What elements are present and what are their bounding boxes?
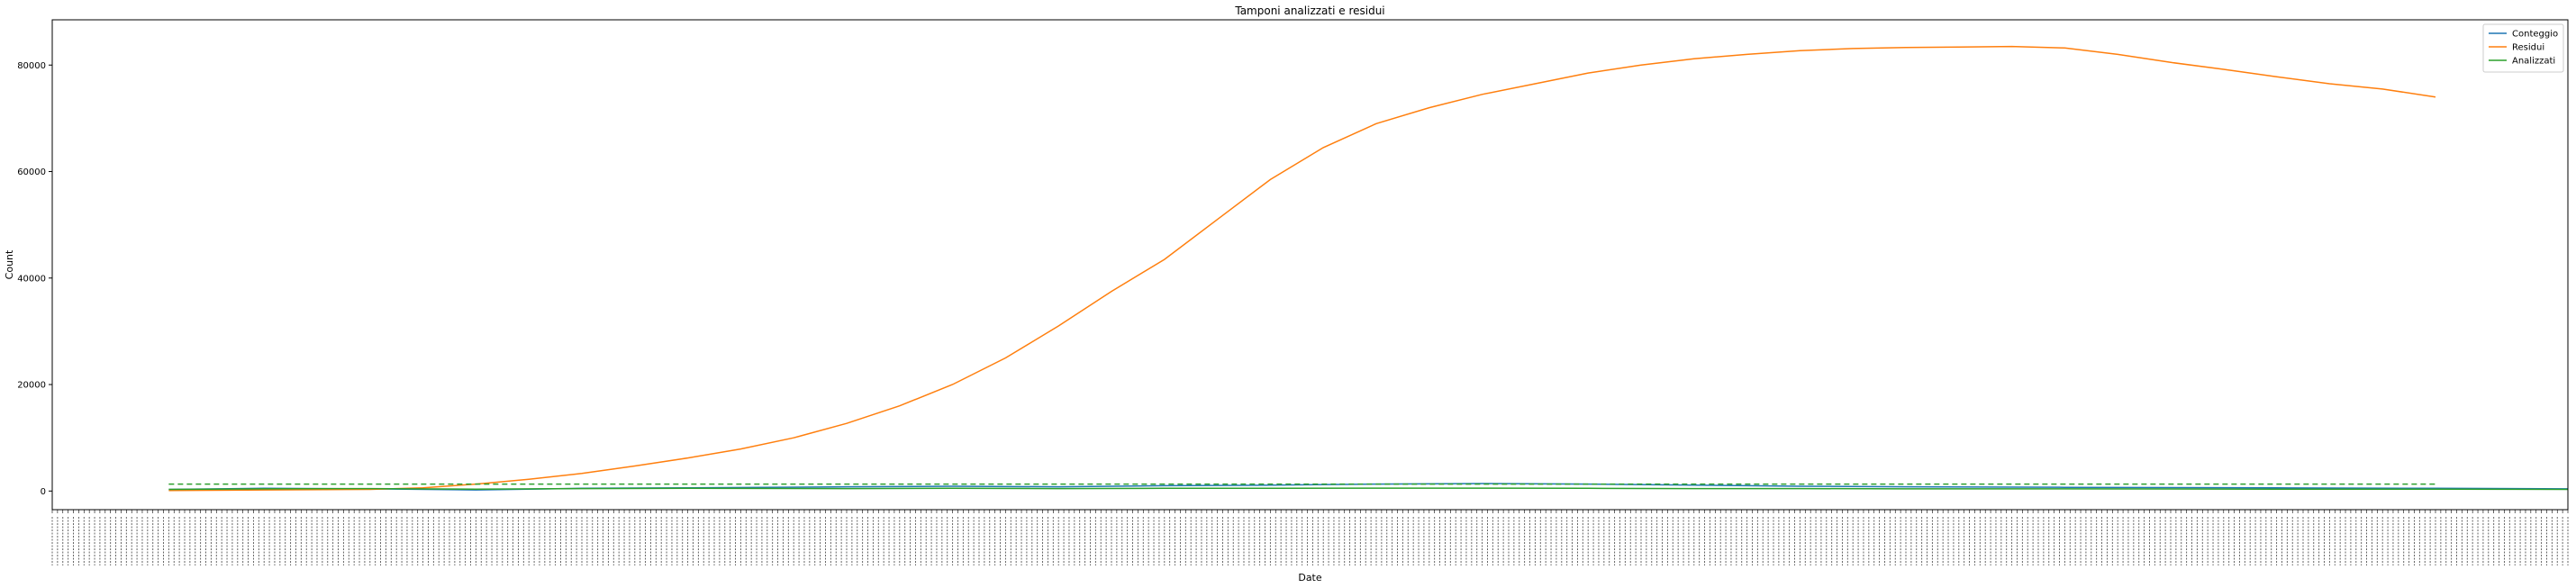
x-axis (51, 510, 2569, 565)
y-tick-label: 0 (41, 487, 46, 497)
y-tick-label: 80000 (17, 61, 46, 71)
y-tick-label: 20000 (17, 381, 46, 391)
plot-series (168, 45, 2569, 492)
chart-title: Tamponi analizzati e residui (1234, 5, 1384, 17)
x-axis-label: Date (1298, 572, 1322, 583)
y-axis-label: Count (4, 249, 15, 279)
legend-label-0: Conteggio (2512, 30, 2558, 40)
axes-frame (51, 19, 2569, 511)
y-tick-label: 40000 (17, 274, 46, 284)
y-axis: 0 20000 40000 60000 80000 (17, 61, 52, 497)
legend-label-2: Analizzati (2512, 57, 2555, 67)
legend: Conteggio Residui Analizzati (2482, 23, 2564, 73)
series-line-1 (168, 45, 2436, 492)
y-tick-label: 60000 (17, 167, 46, 177)
series-line-2 (168, 487, 2569, 491)
legend-label-1: Residui (2512, 43, 2544, 53)
